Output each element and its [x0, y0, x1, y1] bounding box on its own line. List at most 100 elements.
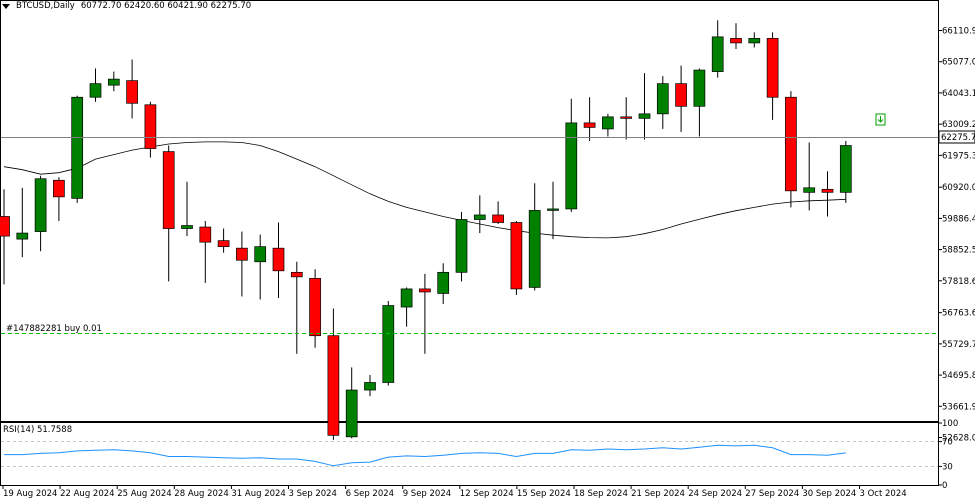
candle[interactable] — [803, 142, 816, 211]
candle[interactable] — [748, 32, 761, 48]
alert-arrow-icon — [877, 116, 884, 123]
candle[interactable] — [0, 189, 10, 285]
candle[interactable] — [437, 263, 450, 305]
date-label: 31 Aug 2024 — [231, 489, 285, 499]
candle-body — [144, 104, 157, 149]
candle-body — [290, 271, 303, 278]
price-tick-label: 64043.10 — [942, 89, 975, 99]
date-label: 9 Sep 2024 — [403, 489, 451, 499]
candle[interactable] — [766, 32, 779, 120]
date-label: 15 Sep 2024 — [517, 489, 571, 499]
date-label: 24 Sep 2024 — [688, 489, 742, 499]
candle[interactable] — [327, 308, 340, 440]
moving-average-layer — [3, 141, 846, 239]
candle-body — [675, 83, 687, 107]
candle[interactable] — [565, 98, 578, 212]
price-tick-label: 59886.40 — [942, 214, 975, 224]
price-tick-label: 52628.00 — [942, 434, 975, 444]
date-label: 25 Aug 2024 — [117, 489, 171, 499]
candle[interactable] — [71, 95, 84, 203]
candle[interactable] — [785, 91, 797, 208]
candle-body — [839, 145, 852, 193]
moving-average-line — [3, 141, 846, 239]
candle[interactable] — [272, 222, 285, 298]
candle-body — [766, 38, 779, 98]
candle-body — [382, 305, 395, 383]
rsi-label: RSI(14) 51.7588 — [3, 425, 72, 435]
candle[interactable] — [345, 367, 358, 439]
candle-body — [199, 226, 212, 243]
price-axis: 66110.90 65077.00 64043.10 63009.20 61975.30… — [938, 27, 975, 444]
candle-body — [181, 225, 193, 229]
current-price-tag: 62275.70 — [938, 130, 975, 144]
price-tick-label: 63009.20 — [942, 120, 975, 130]
candle-body — [620, 116, 633, 119]
candle[interactable] — [583, 97, 596, 142]
candle[interactable] — [675, 65, 687, 132]
candle-body — [345, 389, 358, 438]
candle[interactable] — [254, 234, 267, 300]
candle[interactable] — [821, 171, 834, 217]
candle[interactable] — [181, 181, 193, 237]
candle-body — [107, 78, 120, 86]
price-tick-label: 56763.60 — [942, 309, 975, 319]
candle-body — [272, 247, 285, 272]
candle[interactable] — [656, 76, 669, 129]
candle[interactable] — [510, 221, 523, 295]
candle-body — [16, 232, 29, 240]
candle-body — [455, 219, 468, 273]
candle[interactable] — [711, 20, 724, 78]
candle-body — [638, 113, 651, 119]
candle[interactable] — [620, 97, 633, 140]
date-axis: 19 Aug 2024 22 Aug 2024 25 Aug 2024 28 Aug … — [2, 485, 907, 499]
candle[interactable] — [236, 231, 248, 297]
main-panel-frame — [0, 0, 939, 422]
candle[interactable] — [547, 181, 559, 240]
price-tick-label: 60920.00 — [942, 183, 975, 193]
candle[interactable] — [638, 73, 651, 140]
candle[interactable] — [126, 59, 138, 119]
candle[interactable] — [199, 221, 212, 283]
candle-body — [437, 271, 450, 294]
candle[interactable] — [455, 211, 468, 282]
candle[interactable] — [839, 141, 852, 203]
candle[interactable] — [144, 101, 157, 158]
candle[interactable] — [16, 187, 29, 258]
symbol-label: BTCUSD,Daily — [16, 1, 75, 11]
date-label: 6 Sep 2024 — [346, 489, 394, 499]
candle-body — [748, 38, 761, 44]
dropdown-triangle-icon[interactable] — [2, 3, 10, 9]
rsi-line — [4, 444, 846, 467]
candle[interactable] — [602, 113, 614, 137]
candle-body — [565, 122, 578, 210]
candle[interactable] — [400, 287, 413, 327]
candle[interactable] — [309, 269, 321, 348]
candle[interactable] — [34, 175, 47, 252]
candle-body — [309, 278, 321, 337]
candles-layer[interactable] — [0, 20, 852, 440]
candle[interactable] — [290, 261, 303, 354]
candle[interactable] — [528, 183, 541, 291]
candle[interactable] — [162, 145, 175, 282]
candle[interactable] — [473, 195, 486, 234]
candle[interactable] — [419, 273, 431, 354]
candle[interactable] — [217, 228, 230, 253]
candle[interactable] — [492, 201, 504, 225]
date-label: 19 Aug 2024 — [3, 489, 57, 499]
price-alert-icon[interactable] — [875, 113, 886, 126]
candle[interactable] — [107, 71, 120, 92]
candle[interactable] — [693, 68, 706, 137]
price-tick-label: 55729.70 — [942, 340, 975, 350]
candle[interactable] — [89, 68, 102, 102]
candle[interactable] — [53, 177, 65, 222]
rsi-tick-label: 70 — [942, 438, 953, 448]
candle[interactable] — [730, 23, 742, 49]
candle[interactable] — [382, 300, 395, 386]
candle-body — [821, 188, 834, 193]
candle[interactable] — [364, 374, 376, 397]
candle-body — [89, 83, 102, 98]
candle-body — [34, 178, 47, 232]
candle-body — [236, 247, 248, 261]
